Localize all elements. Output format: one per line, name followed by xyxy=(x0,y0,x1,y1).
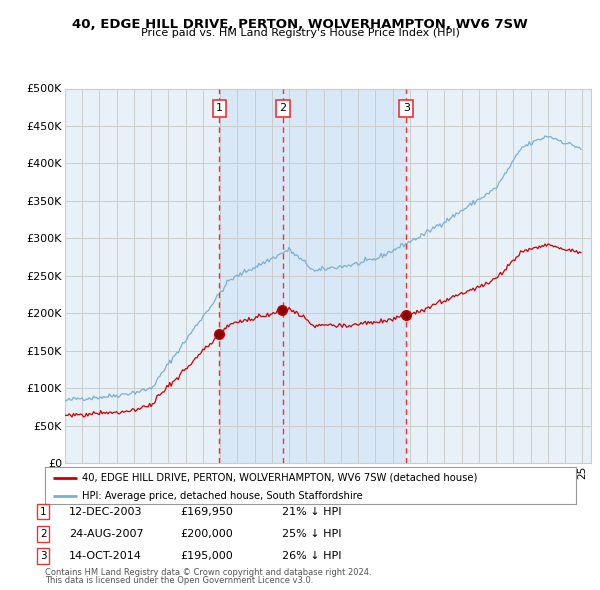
Text: 40, EDGE HILL DRIVE, PERTON, WOLVERHAMPTON, WV6 7SW: 40, EDGE HILL DRIVE, PERTON, WOLVERHAMPT… xyxy=(72,18,528,31)
Text: 40, EDGE HILL DRIVE, PERTON, WOLVERHAMPTON, WV6 7SW (detached house): 40, EDGE HILL DRIVE, PERTON, WOLVERHAMPT… xyxy=(82,473,478,483)
Text: 1: 1 xyxy=(40,507,47,516)
Text: Price paid vs. HM Land Registry's House Price Index (HPI): Price paid vs. HM Land Registry's House … xyxy=(140,28,460,38)
Text: This data is licensed under the Open Government Licence v3.0.: This data is licensed under the Open Gov… xyxy=(45,576,313,585)
Text: 2: 2 xyxy=(40,529,47,539)
Text: £200,000: £200,000 xyxy=(180,529,233,539)
Text: 24-AUG-2007: 24-AUG-2007 xyxy=(69,529,143,539)
Text: 1: 1 xyxy=(216,103,223,113)
Text: 14-OCT-2014: 14-OCT-2014 xyxy=(69,552,142,561)
Text: £169,950: £169,950 xyxy=(180,507,233,516)
Text: 3: 3 xyxy=(40,552,47,561)
Text: 3: 3 xyxy=(403,103,410,113)
Text: 2: 2 xyxy=(279,103,286,113)
Bar xyxy=(220,88,406,463)
Text: Contains HM Land Registry data © Crown copyright and database right 2024.: Contains HM Land Registry data © Crown c… xyxy=(45,568,371,577)
Text: 21% ↓ HPI: 21% ↓ HPI xyxy=(282,507,341,516)
Text: £195,000: £195,000 xyxy=(180,552,233,561)
Text: 25% ↓ HPI: 25% ↓ HPI xyxy=(282,529,341,539)
Text: HPI: Average price, detached house, South Staffordshire: HPI: Average price, detached house, Sout… xyxy=(82,491,363,502)
Text: 12-DEC-2003: 12-DEC-2003 xyxy=(69,507,143,516)
Text: 26% ↓ HPI: 26% ↓ HPI xyxy=(282,552,341,561)
